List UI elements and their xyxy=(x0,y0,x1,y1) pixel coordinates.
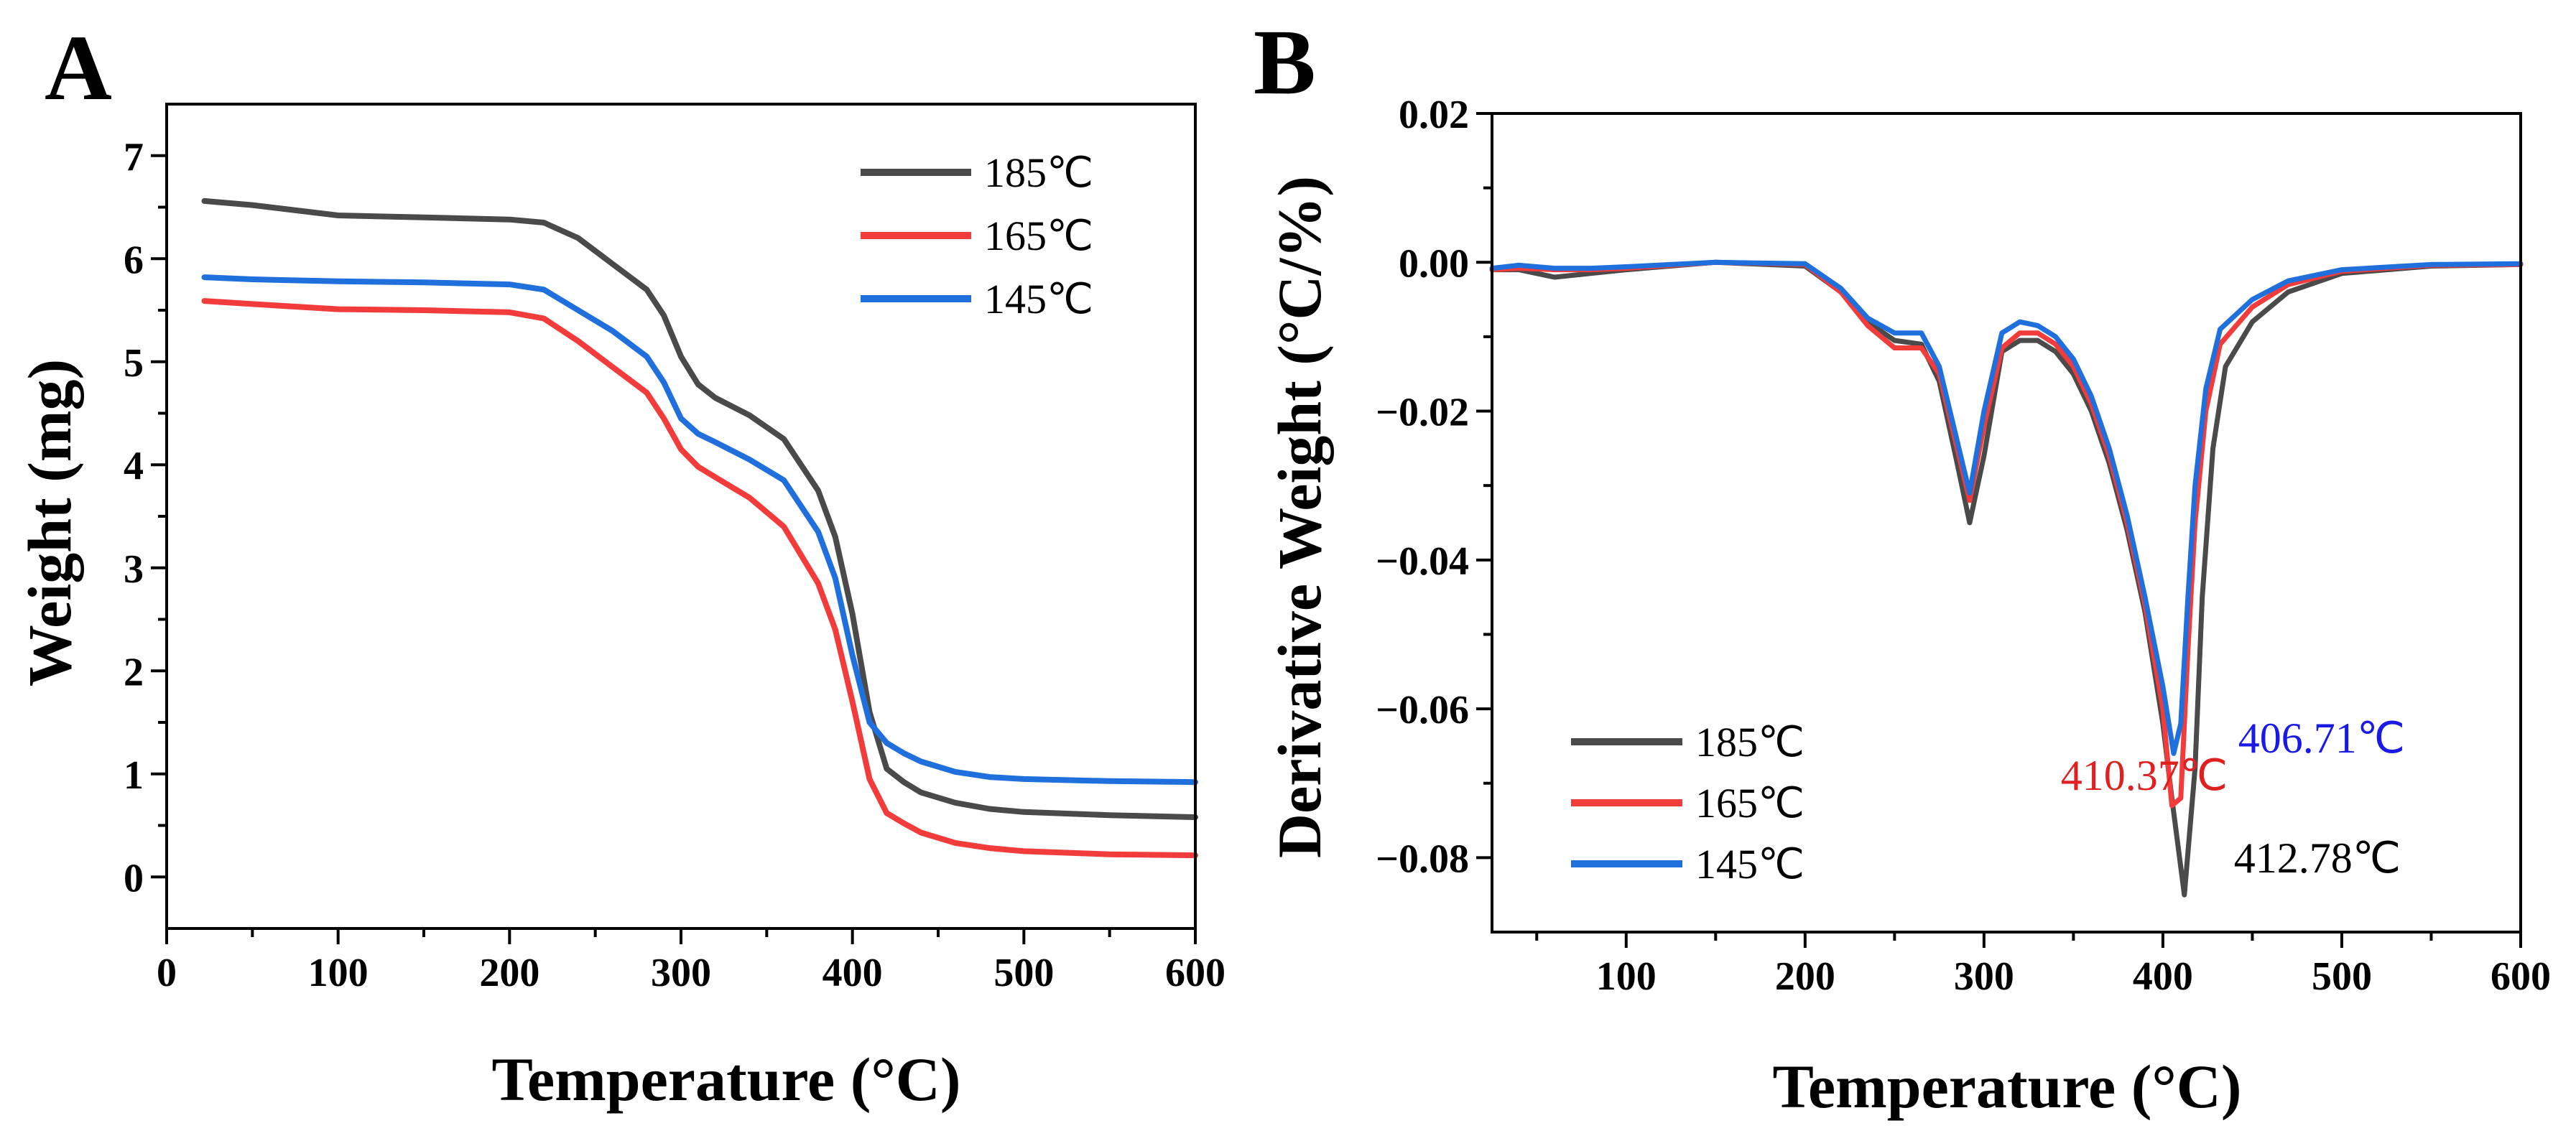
peak-annotation-145: 406.71℃ xyxy=(2238,714,2405,762)
peak-annotation-165: 410.37℃ xyxy=(2061,752,2228,799)
panel-b-series-line-2 xyxy=(1489,259,2524,756)
panel-b-y-tick-label-5: −0.08 xyxy=(1376,837,1469,881)
panel-a-weight-chart: A Temperature (°C) Weight (mg) 0 100 200 30… xyxy=(15,17,1226,1114)
panel-b-y-tick-label-4: −0.06 xyxy=(1376,688,1469,732)
panel-a-y-tick-label-0: 0 xyxy=(124,856,144,900)
panel-a-x-tick-label-500: 500 xyxy=(993,951,1054,995)
panel-b-y-tick-label-2: −0.02 xyxy=(1376,391,1469,435)
panel-a-x-tick-label-0: 0 xyxy=(157,951,177,995)
panel-b-x-tick-label-600: 600 xyxy=(2491,954,2551,999)
peak-annotation-185: 412.78℃ xyxy=(2234,834,2401,882)
panel-a-y-tick-label-6: 6 xyxy=(124,238,144,282)
panel-a-y-tick-label-7: 7 xyxy=(124,135,144,180)
panel-a-legend-label-0: 185℃ xyxy=(984,149,1093,196)
panel-b-tick-labels: 100 200 300 400 500 600 0.02 0.00 −0.02 −0.04 −0.0… xyxy=(1376,93,2551,999)
panel-b-legend-label-1: 165℃ xyxy=(1695,780,1804,827)
panel-a-series xyxy=(201,197,1198,859)
panel-b-legend-label-2: 145℃ xyxy=(1695,841,1804,888)
panel-b-y-axis-title: Derivative Weight (°C/%) xyxy=(1265,176,1334,858)
panel-a-letter: A xyxy=(45,17,112,120)
panel-a-legend-label-2: 145℃ xyxy=(984,276,1093,322)
panel-b-y-tick-label-0: 0.02 xyxy=(1399,93,1469,137)
panel-a-series-line-2 xyxy=(201,274,1198,786)
panel-a-y-tick-label-5: 5 xyxy=(124,341,144,386)
panel-a-x-tick-label-100: 100 xyxy=(308,951,369,995)
panel-a-x-tick-label-300: 300 xyxy=(651,951,711,995)
panel-a-series-line-0 xyxy=(201,197,1198,820)
panel-b-x-tick-label-200: 200 xyxy=(1775,954,1835,999)
panel-a-y-tick-label-4: 4 xyxy=(124,444,144,488)
panel-b-letter: B xyxy=(1254,11,1316,114)
panel-a-tick-labels: 0 100 200 300 400 500 600 0 1 2 3 4 5 6 7 xyxy=(124,135,1226,995)
panel-b-legend: 185℃ 165℃ 145℃ xyxy=(1571,719,1804,888)
panel-b-legend-label-0: 185℃ xyxy=(1695,719,1804,765)
panel-b-x-tick-label-300: 300 xyxy=(1954,954,2014,999)
panel-b-plot-frame xyxy=(1491,112,2522,934)
panel-a-series-line-1 xyxy=(201,298,1198,859)
panel-a-legend: 185℃ 165℃ 145℃ xyxy=(861,149,1093,322)
panel-b-x-axis-title: Temperature (°C) xyxy=(1773,1052,2242,1121)
panel-a-y-tick-label-2: 2 xyxy=(124,650,144,694)
panel-a-x-tick-label-400: 400 xyxy=(823,951,883,995)
panel-b-y-tick-label-3: −0.04 xyxy=(1376,539,1469,584)
panel-b-x-tick-label-500: 500 xyxy=(2312,954,2372,999)
panel-a-legend-label-1: 165℃ xyxy=(984,213,1093,259)
panel-b-derivative-chart: B Temperature (°C) Derivative Weight (°C… xyxy=(1254,11,2551,1121)
panel-b-series xyxy=(1489,259,2524,898)
panel-a-x-tick-label-200: 200 xyxy=(479,951,539,995)
panel-b-x-tick-label-400: 400 xyxy=(2133,954,2193,999)
panel-a-y-tick-label-1: 1 xyxy=(124,753,144,798)
panel-a-y-axis-title: Weight (mg) xyxy=(15,359,84,686)
panel-a-plot-frame xyxy=(165,103,1197,930)
panel-b-x-tick-label-100: 100 xyxy=(1596,954,1657,999)
panel-a-y-tick-label-3: 3 xyxy=(124,547,144,592)
panel-a-x-axis-title: Temperature (°C) xyxy=(492,1045,961,1114)
panel-a-x-tick-label-600: 600 xyxy=(1165,951,1226,995)
panel-b-y-tick-label-1: 0.00 xyxy=(1399,241,1469,286)
